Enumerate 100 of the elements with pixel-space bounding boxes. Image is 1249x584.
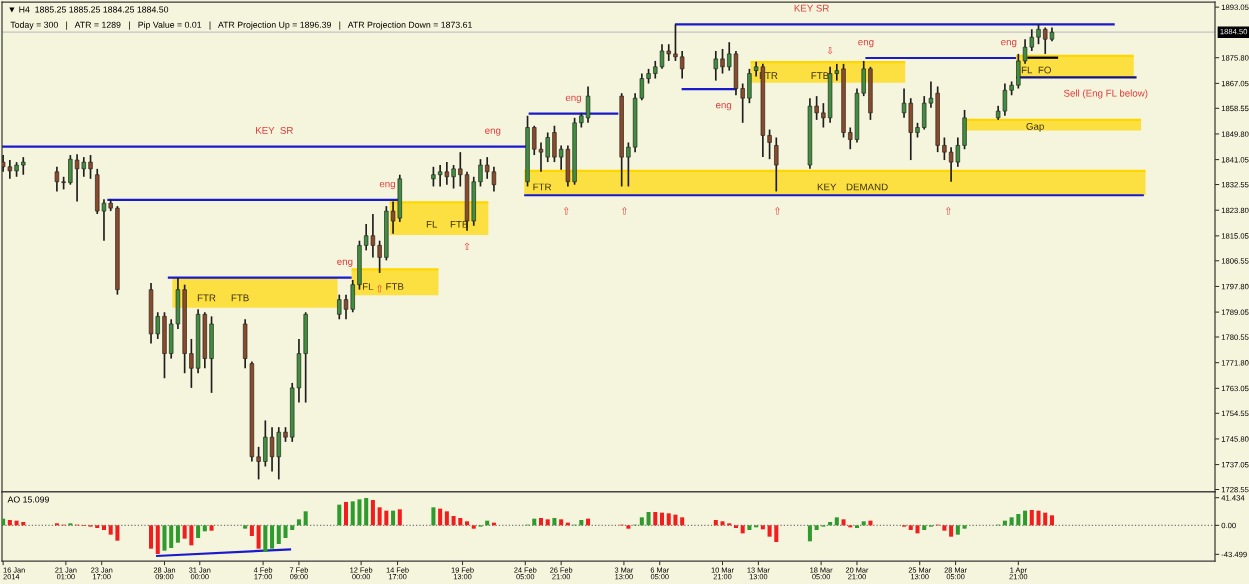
- candlestick: [626, 141, 631, 188]
- bar: [431, 507, 436, 526]
- candlestick: [21, 156, 26, 176]
- candlestick: [679, 50, 685, 80]
- bar: [290, 525, 295, 530]
- bar: [760, 525, 765, 530]
- bar: [646, 512, 651, 526]
- bar: [828, 522, 833, 526]
- bar: [848, 525, 853, 528]
- bar: [713, 520, 718, 526]
- bar: [209, 525, 214, 531]
- annotation: eng: [337, 259, 353, 267]
- bar: [377, 507, 382, 526]
- bar: [908, 525, 913, 530]
- text: Today = 300 | ATR = 1289 | Pip Value = 0.01 | ATR Projection Up = 1896.39 | ATR Projection Down = 1873.61: [10, 21, 472, 30]
- bar: [256, 525, 261, 549]
- bar: [175, 525, 180, 543]
- annotation: FL: [426, 220, 438, 228]
- candlestick: [431, 165, 436, 188]
- bar: [834, 517, 839, 526]
- bar: [1049, 515, 1054, 526]
- bar: [115, 525, 120, 541]
- bar: [101, 525, 106, 530]
- chart-title: ▼ H4 1885.25 1885.25 1884.25 1884.50: [9, 6, 169, 13]
- bar: [182, 525, 187, 539]
- annotation: FTR: [197, 294, 216, 302]
- bar: [579, 520, 584, 526]
- candlestick: [814, 95, 819, 121]
- candlestick: [189, 338, 194, 389]
- candlestick: [377, 239, 382, 274]
- annotation: ⇩: [827, 46, 833, 55]
- bar: [7, 520, 12, 526]
- chart-title: AO 15.099: [7, 496, 49, 503]
- bar: [1043, 512, 1048, 526]
- bar: [202, 525, 207, 532]
- bar: [733, 525, 738, 528]
- bar: [364, 498, 369, 526]
- bar: [861, 521, 866, 526]
- annotation: FL: [1021, 66, 1033, 74]
- bar: [538, 518, 543, 526]
- candlestick: [451, 164, 456, 190]
- candlestick: [774, 136, 779, 193]
- annotation: eng: [715, 103, 732, 111]
- bar: [108, 525, 113, 535]
- bar: [21, 522, 26, 526]
- bar: [774, 525, 779, 542]
- annotation: KEY SR: [256, 127, 293, 134]
- annotation: Gap: [1026, 122, 1044, 132]
- bar: [303, 511, 308, 526]
- bar: [296, 519, 301, 526]
- bar: [915, 525, 920, 534]
- bar: [263, 525, 268, 552]
- bar: [162, 525, 167, 551]
- bar: [370, 500, 375, 526]
- annotation: ⇧: [377, 284, 383, 293]
- candlestick: [821, 102, 826, 129]
- bar: [343, 502, 349, 526]
- bar: [1009, 517, 1014, 526]
- candlestick: [767, 128, 772, 161]
- bar: [155, 525, 160, 554]
- annotation: eng: [1001, 40, 1017, 48]
- bar: [841, 519, 846, 526]
- bar: [458, 518, 463, 526]
- annotation: ⇧: [464, 242, 470, 250]
- bar: [276, 525, 281, 544]
- bar: [337, 504, 342, 526]
- bar: [350, 501, 355, 526]
- bar: [767, 525, 772, 537]
- bar: [438, 508, 443, 526]
- annotation: DEMAND: [846, 183, 888, 191]
- candlestick: [545, 131, 550, 163]
- bar: [552, 518, 557, 526]
- bar: [283, 525, 288, 538]
- bar: [807, 525, 812, 542]
- annotation: FL: [362, 283, 374, 290]
- bar: [754, 525, 759, 528]
- candlestick: [740, 82, 745, 124]
- bar: [391, 510, 396, 526]
- bar: [357, 499, 362, 526]
- bar: [673, 514, 678, 526]
- bar: [169, 525, 174, 548]
- bar: [680, 517, 685, 526]
- candlestick: [54, 165, 60, 193]
- annotation: FTR: [533, 183, 552, 191]
- bar: [270, 525, 275, 549]
- annotation: FO: [1038, 66, 1051, 74]
- bar: [451, 516, 456, 526]
- candlestick: [458, 151, 463, 188]
- bar: [68, 523, 73, 526]
- bar: [740, 525, 745, 534]
- bar: [942, 525, 947, 531]
- bar: [1016, 514, 1021, 526]
- annotation: FTB: [231, 294, 249, 302]
- bar: [747, 525, 752, 530]
- bar: [189, 525, 194, 546]
- candlestick: [478, 158, 483, 188]
- annotation: ⇧: [622, 207, 627, 215]
- annotation: KEY: [817, 183, 837, 191]
- candlestick: [337, 293, 342, 321]
- annotation: eng: [858, 40, 874, 48]
